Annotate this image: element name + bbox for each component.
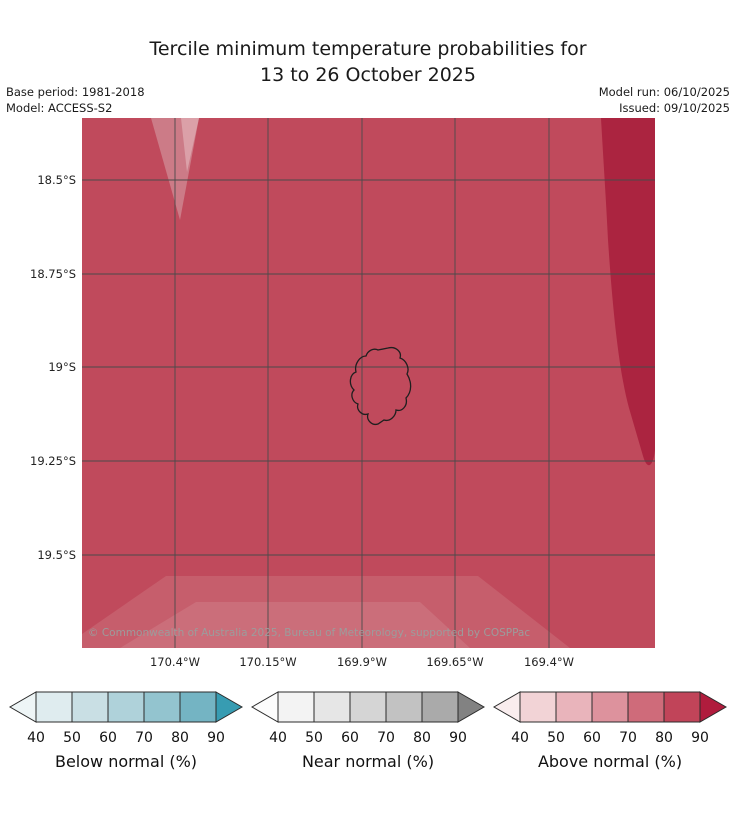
cbar-right-arrow bbox=[699, 691, 728, 723]
colorbar-above-normal: 40 50 60 70 80 90 Above normal (%) bbox=[492, 690, 728, 771]
cbar-segment bbox=[555, 691, 593, 723]
cbar-segment bbox=[107, 691, 145, 723]
cbar-tick-labels: 40 50 60 70 80 90 bbox=[511, 730, 709, 746]
model-run-text: Model run: 06/10/2025 bbox=[598, 85, 730, 99]
cbar-segment bbox=[385, 691, 423, 723]
cbar-tick: 60 bbox=[583, 730, 601, 746]
colorbar-label-below-normal: Below normal (%) bbox=[54, 752, 198, 771]
map-svg: 18.5°S 18.75°S 19°S 19.25°S 19.5°S 170.4… bbox=[30, 118, 655, 669]
cbar-segment bbox=[179, 691, 217, 723]
cbar-tick: 40 bbox=[269, 730, 287, 746]
cbar-tick: 60 bbox=[341, 730, 359, 746]
map-area: 18.5°S 18.75°S 19°S 19.25°S 19.5°S 170.4… bbox=[0, 110, 736, 676]
cbar-tick: 40 bbox=[27, 730, 45, 746]
cbar-tick: 80 bbox=[655, 730, 673, 746]
y-tick-label: 19.25°S bbox=[30, 454, 76, 468]
cbar-tick: 70 bbox=[377, 730, 395, 746]
model-text: Model: ACCESS-S2 bbox=[6, 101, 113, 115]
island-coastline-outline bbox=[349, 346, 412, 426]
base-period-text: Base period: 1981-2018 bbox=[6, 85, 145, 99]
cbar-segment bbox=[277, 691, 315, 723]
cbar-tick: 80 bbox=[171, 730, 189, 746]
cbar-segment bbox=[71, 691, 109, 723]
colorbar-near-normal: 40 50 60 70 80 90 Near normal (%) bbox=[250, 690, 486, 771]
copyright-text: © Commonwealth of Australia 2025, Bureau… bbox=[88, 627, 530, 639]
cbar-segment bbox=[663, 691, 701, 723]
y-tick-label: 18.75°S bbox=[30, 267, 76, 281]
y-tick-label: 19.5°S bbox=[37, 548, 76, 562]
colorbar-below-normal-svg: 40 50 60 70 80 90 bbox=[8, 691, 244, 746]
issued-text: Issued: 09/10/2025 bbox=[619, 101, 730, 115]
cbar-segment bbox=[591, 691, 629, 723]
cbar-tick: 60 bbox=[99, 730, 117, 746]
cbar-tick: 70 bbox=[135, 730, 153, 746]
meta-right: Model run: 06/10/2025 Issued: 09/10/2025 bbox=[599, 84, 730, 116]
colorbar-below-normal: 40 50 60 70 80 90 Below normal (%) bbox=[8, 690, 244, 771]
colorbar-row: 40 50 60 70 80 90 Below normal (%) bbox=[0, 690, 736, 771]
cbar-tick: 50 bbox=[305, 730, 323, 746]
cbar-segment bbox=[627, 691, 665, 723]
map-gridlines bbox=[82, 118, 655, 648]
cbar-segment bbox=[421, 691, 459, 723]
colorbar-above-normal-svg: 40 50 60 70 80 90 bbox=[492, 691, 728, 746]
cbar-segment bbox=[519, 691, 557, 723]
cbar-tick: 40 bbox=[511, 730, 529, 746]
colorbar-label-near-normal: Near normal (%) bbox=[301, 752, 435, 771]
map-base-fill bbox=[82, 118, 655, 648]
cbar-tick-labels: 40 50 60 70 80 90 bbox=[269, 730, 467, 746]
y-tick-label: 19°S bbox=[48, 360, 76, 374]
x-tick-label: 169.65°W bbox=[426, 655, 483, 669]
cbar-tick: 90 bbox=[207, 730, 225, 746]
colorbar-label-above-normal: Above normal (%) bbox=[537, 752, 683, 771]
cbar-tick: 70 bbox=[619, 730, 637, 746]
cbar-segment bbox=[349, 691, 387, 723]
cbar-tick: 90 bbox=[691, 730, 709, 746]
cbar-tick: 80 bbox=[413, 730, 431, 746]
cbar-left-arrow bbox=[8, 691, 37, 723]
y-tick-label: 18.5°S bbox=[37, 173, 76, 187]
x-tick-label: 170.15°W bbox=[239, 655, 296, 669]
map-bottom-light-band-inner bbox=[120, 602, 470, 648]
map-top-light-wedge-inner bbox=[181, 118, 199, 172]
cbar-segment bbox=[313, 691, 351, 723]
cbar-segment bbox=[35, 691, 73, 723]
cbar-left-arrow bbox=[250, 691, 279, 723]
x-tick-label: 169.9°W bbox=[337, 655, 387, 669]
cbar-right-arrow bbox=[215, 691, 244, 723]
cbar-left-arrow bbox=[492, 691, 521, 723]
chart-title-line2: 13 to 26 October 2025 bbox=[260, 64, 476, 86]
chart-title-line1: Tercile minimum temperature probabilitie… bbox=[149, 38, 587, 60]
x-tick-label: 169.4°W bbox=[524, 655, 574, 669]
map-dark-band-east bbox=[601, 118, 655, 466]
cbar-tick-labels: 40 50 60 70 80 90 bbox=[27, 730, 225, 746]
x-tick-label: 170.4°W bbox=[150, 655, 200, 669]
cbar-segment bbox=[143, 691, 181, 723]
colorbar-near-normal-svg: 40 50 60 70 80 90 bbox=[250, 691, 486, 746]
cbar-tick: 90 bbox=[449, 730, 467, 746]
cbar-right-arrow bbox=[457, 691, 486, 723]
chart-title: Tercile minimum temperature probabilitie… bbox=[0, 36, 736, 88]
cbar-tick: 50 bbox=[547, 730, 565, 746]
cbar-tick: 50 bbox=[63, 730, 81, 746]
meta-left: Base period: 1981-2018 Model: ACCESS-S2 bbox=[6, 84, 145, 116]
